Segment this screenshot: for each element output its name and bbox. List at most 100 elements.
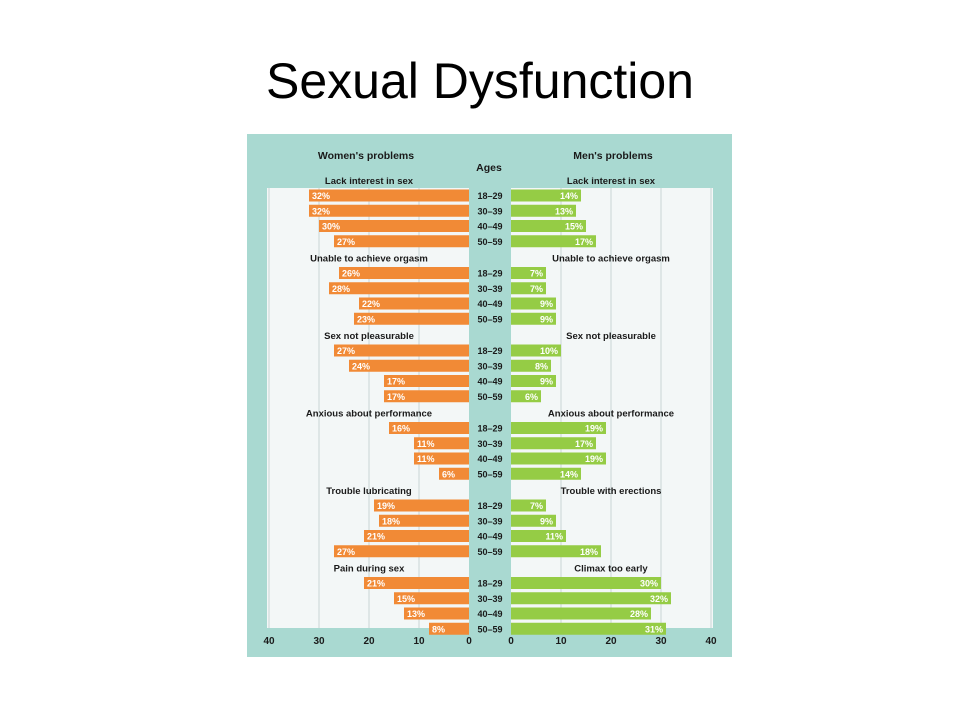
women-bar (364, 530, 469, 542)
age-label: 30–39 (477, 439, 502, 449)
age-label: 18–29 (477, 501, 502, 511)
women-tick-label: 20 (363, 636, 375, 647)
men-bar (511, 189, 581, 202)
women-value-label: 16% (392, 424, 410, 434)
chart-svg: Women's problems Men's problems Ages Lac… (247, 134, 732, 657)
dysfunction-chart: Women's problems Men's problems Ages Lac… (247, 134, 732, 657)
women-bar (414, 452, 469, 465)
age-label: 18–29 (477, 269, 502, 279)
women-value-label: 6% (442, 469, 455, 479)
men-value-label: 6% (525, 392, 538, 402)
men-value-label: 19% (585, 454, 603, 464)
men-value-label: 28% (630, 609, 648, 619)
women-value-label: 23% (357, 314, 375, 324)
women-value-label: 30% (322, 222, 340, 232)
men-value-label: 18% (580, 547, 598, 557)
men-bar (511, 375, 556, 387)
women-bar (379, 514, 469, 527)
men-value-label: 14% (560, 469, 578, 479)
men-value-label: 17% (575, 439, 593, 449)
women-tick-label: 0 (466, 636, 472, 647)
women-bar (329, 282, 469, 295)
men-bar (511, 220, 586, 232)
age-label: 40–49 (477, 299, 502, 309)
men-tick-label: 40 (705, 636, 717, 647)
women-value-label: 11% (417, 439, 435, 449)
age-label: 18–29 (477, 579, 502, 589)
men-value-label: 7% (530, 501, 543, 511)
women-value-label: 19% (377, 501, 395, 511)
men-tick-label: 30 (655, 636, 667, 647)
age-label: 40–49 (477, 377, 502, 387)
men-bar (511, 467, 581, 480)
age-label: 40–49 (477, 222, 502, 232)
men-bar (511, 622, 666, 635)
men-value-label: 8% (535, 361, 548, 371)
men-bar (511, 359, 551, 372)
men-bar (511, 312, 556, 325)
women-category-label: Unable to achieve orgasm (310, 254, 428, 265)
women-value-label: 27% (337, 237, 355, 247)
men-bar (511, 344, 561, 357)
men-value-label: 7% (530, 269, 543, 279)
women-bar (389, 422, 469, 434)
men-value-label: 9% (540, 314, 553, 324)
age-label: 30–39 (477, 594, 502, 604)
age-label: 18–29 (477, 191, 502, 201)
men-tick-label: 0 (508, 636, 514, 647)
men-value-label: 32% (650, 594, 668, 604)
men-value-label: 15% (565, 222, 583, 232)
men-value-label: 10% (540, 346, 558, 356)
women-bar (384, 390, 469, 403)
age-label: 50–59 (477, 314, 502, 324)
men-bar (511, 422, 606, 434)
men-value-label: 9% (540, 299, 553, 309)
men-value-label: 9% (540, 516, 553, 526)
women-value-label: 32% (312, 206, 330, 216)
age-label: 50–59 (477, 624, 502, 634)
women-bar (334, 344, 469, 357)
men-bar (511, 282, 546, 295)
men-bar (511, 267, 546, 279)
men-bar (511, 437, 596, 450)
men-bar (511, 499, 546, 512)
men-tick-label: 10 (555, 636, 567, 647)
men-bar (511, 297, 556, 310)
women-category-label: Sex not pleasurable (324, 331, 414, 342)
age-label: 18–29 (477, 424, 502, 434)
age-label: 30–39 (477, 361, 502, 371)
women-value-label: 22% (362, 299, 380, 309)
ages-header: Ages (476, 162, 502, 174)
age-label: 30–39 (477, 284, 502, 294)
men-bar (511, 235, 596, 248)
men-category-label: Lack interest in sex (567, 176, 656, 187)
women-bar (429, 622, 469, 635)
chart-marks: Lack interest in sex Lack interest in sex… (306, 176, 674, 635)
age-label: 40–49 (477, 532, 502, 542)
men-category-label: Sex not pleasurable (566, 331, 656, 342)
axis-ticks: 40 30 20 10 0 0 10 20 30 40 (263, 636, 717, 647)
men-value-label: 9% (540, 377, 553, 387)
men-value-label: 13% (555, 206, 573, 216)
women-bar (334, 235, 469, 248)
age-label: 50–59 (477, 392, 502, 402)
women-bar (404, 607, 469, 620)
men-value-label: 11% (545, 532, 563, 542)
men-value-label: 14% (560, 191, 578, 201)
women-bar (439, 467, 469, 480)
women-value-label: 27% (337, 547, 355, 557)
men-bar (511, 607, 651, 620)
women-category-label: Trouble lubricating (326, 486, 412, 497)
women-bar (319, 220, 469, 232)
age-label: 50–59 (477, 469, 502, 479)
women-bar (414, 437, 469, 450)
men-bar (511, 390, 541, 403)
men-bar (511, 530, 566, 542)
women-value-label: 8% (432, 624, 445, 634)
men-category-label: Unable to achieve orgasm (552, 254, 670, 265)
men-bar (511, 577, 661, 589)
men-category-label: Anxious about performance (548, 409, 674, 420)
slide-title: Sexual Dysfunction (265, 53, 694, 109)
women-bar (354, 312, 469, 325)
women-category-label: Pain during sex (334, 564, 405, 575)
